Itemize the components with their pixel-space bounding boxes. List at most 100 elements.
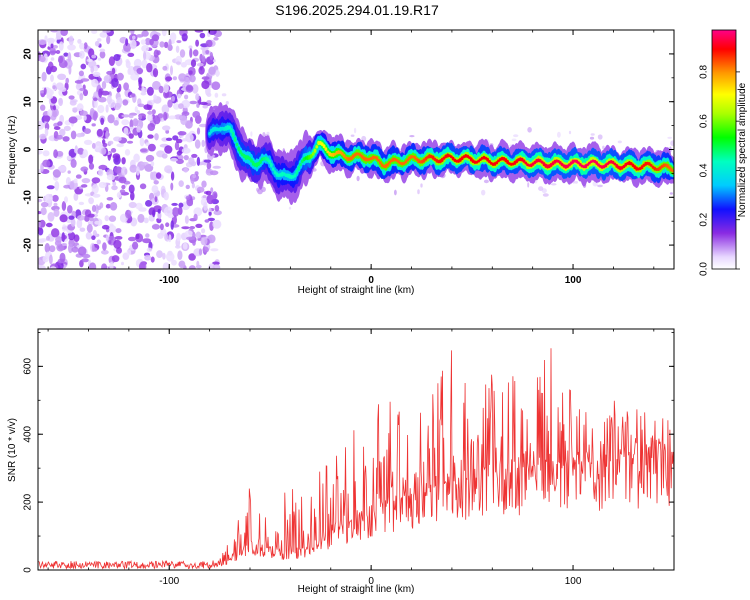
- noise-blob: [146, 86, 154, 96]
- ridge-cell: [299, 162, 302, 167]
- noise-blob: [56, 150, 64, 157]
- noise-blob: [170, 220, 174, 230]
- noise-blob: [39, 56, 46, 63]
- noise-blob: [76, 103, 84, 112]
- noise-blob: [190, 161, 197, 167]
- noise-blob: [94, 40, 100, 47]
- noise-blob: [168, 38, 172, 49]
- noise-blob: [191, 84, 199, 94]
- noise-blob: [167, 99, 173, 108]
- noise-blob: [483, 179, 489, 184]
- spectrogram-x-label: Height of straight line (km): [298, 285, 415, 296]
- noise-blob: [118, 176, 127, 184]
- noise-blob: [128, 114, 134, 119]
- noise-blob: [174, 141, 180, 151]
- noise-blob: [98, 164, 108, 171]
- noise-blob: [188, 253, 196, 261]
- noise-blob: [121, 114, 131, 118]
- noise-blob: [113, 120, 119, 126]
- noise-blob: [170, 157, 178, 162]
- noise-blob: [154, 133, 159, 141]
- noise-blob: [66, 155, 72, 160]
- noise-blob: [163, 191, 169, 201]
- noise-blob: [57, 165, 67, 172]
- noise-blob: [211, 81, 221, 90]
- noise-blob: [68, 243, 73, 254]
- noise-blob: [50, 57, 55, 61]
- noise-blob: [111, 78, 119, 88]
- noise-blob: [195, 223, 203, 228]
- noise-blob: [38, 265, 46, 269]
- noise-blob: [87, 213, 95, 218]
- noise-blob: [126, 249, 132, 256]
- noise-blob: [83, 139, 93, 145]
- noise-blob: [146, 247, 153, 252]
- noise-blob: [106, 197, 114, 201]
- noise-blob: [108, 240, 112, 245]
- noise-blob: [527, 182, 530, 188]
- noise-blob: [49, 266, 57, 269]
- noise-blob: [181, 33, 188, 42]
- noise-blob: [151, 224, 161, 230]
- noise-blob: [132, 35, 136, 40]
- noise-blob: [103, 75, 112, 83]
- noise-blob: [191, 153, 198, 158]
- noise-blob: [144, 254, 152, 261]
- noise-blob: [80, 78, 90, 82]
- ridge-cell: [577, 161, 580, 165]
- noise-blob: [124, 168, 128, 175]
- noise-blob: [183, 155, 189, 161]
- noise-blob: [58, 97, 63, 107]
- noise-blob: [158, 85, 164, 94]
- noise-blob: [52, 45, 58, 49]
- noise-blob: [49, 47, 56, 56]
- noise-blob: [67, 205, 73, 214]
- noise-blob: [88, 154, 94, 165]
- noise-blob: [188, 45, 193, 49]
- noise-blob: [162, 65, 168, 71]
- noise-blob: [138, 77, 143, 85]
- noise-blob: [77, 39, 82, 44]
- ridge-cell: [522, 159, 526, 163]
- noise-blob: [181, 147, 191, 154]
- noise-blob: [97, 38, 102, 42]
- noise-blob: [58, 55, 64, 64]
- noise-blob: [98, 168, 104, 177]
- noise-blob: [157, 232, 164, 239]
- noise-blob: [161, 30, 167, 37]
- y-tick-label: 200: [23, 493, 34, 510]
- ridge-cell: [231, 131, 235, 138]
- noise-blob: [113, 54, 121, 61]
- noise-blob: [115, 228, 122, 234]
- noise-blob: [178, 180, 184, 188]
- noise-blob: [128, 201, 137, 209]
- noise-blob: [94, 220, 101, 225]
- noise-blob: [59, 87, 67, 92]
- noise-blob: [199, 32, 206, 39]
- noise-blob: [64, 196, 68, 204]
- noise-blob: [176, 61, 181, 65]
- noise-blob: [119, 189, 126, 194]
- noise-blob: [192, 49, 199, 57]
- noise-blob: [153, 180, 159, 185]
- noise-blob: [201, 180, 207, 188]
- noise-blob: [192, 231, 196, 240]
- noise-blob: [107, 114, 115, 124]
- noise-blob: [136, 34, 144, 38]
- x-tick-label: 0: [368, 275, 374, 286]
- noise-blob: [129, 164, 138, 173]
- noise-blob: [47, 212, 55, 222]
- noise-blob: [137, 103, 145, 108]
- noise-blob: [212, 219, 222, 229]
- noise-blob: [92, 71, 101, 77]
- noise-blob: [39, 133, 47, 140]
- noise-blob: [143, 104, 152, 110]
- noise-blob: [194, 139, 201, 149]
- colorbar-tick-label: 0.2: [699, 212, 710, 226]
- noise-blob: [70, 218, 76, 227]
- noise-blob: [130, 191, 135, 201]
- noise-blob: [50, 74, 54, 82]
- noise-blob: [56, 134, 63, 140]
- noise-blob: [132, 241, 139, 250]
- ridge-cell: [613, 162, 617, 166]
